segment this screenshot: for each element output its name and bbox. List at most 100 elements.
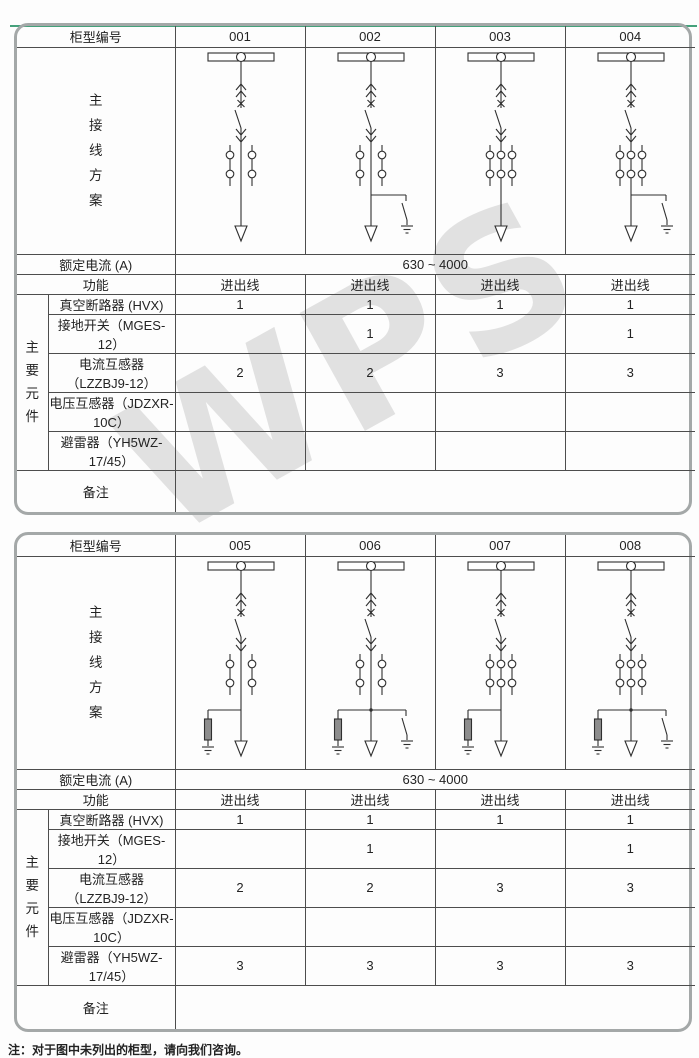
- wiring-diagram-svg: [596, 51, 673, 242]
- component-value: [564, 430, 696, 471]
- cabinet-id: 005: [174, 534, 306, 557]
- function-value: 进出线: [304, 788, 436, 810]
- function-value: 进出线: [434, 788, 566, 810]
- component-value: 3: [564, 945, 696, 986]
- cabinet-spec-table-1: 柜型编号 001 002 003 004 主接线方案额定电流 (A) 630 ~ 4000 功…: [14, 23, 696, 515]
- component-value: 1: [434, 293, 566, 315]
- component-value: 1: [304, 293, 436, 315]
- cabinet-id: 001: [174, 25, 306, 48]
- component-value: 2: [304, 352, 436, 393]
- cabinet-spec-table-2: 柜型编号 005 006 007 008 主接线方案额定电流 (A) 630 ~ 4000 功…: [14, 532, 696, 1032]
- component-value: 3: [564, 867, 696, 908]
- component-value: 1: [304, 828, 436, 869]
- cabinet-id-header: 柜型编号: [16, 534, 176, 557]
- remarks-label: 备注: [16, 984, 176, 1030]
- component-value: 1: [564, 313, 696, 354]
- component-value: 1: [174, 808, 306, 830]
- function-value: 进出线: [174, 273, 306, 295]
- diagram-cell-feeder-with-arrester-and-earthing-switch: [304, 555, 436, 770]
- cabinet-id: 004: [564, 25, 696, 48]
- function-label: 功能: [16, 788, 176, 810]
- remarks-value: [174, 984, 696, 1030]
- function-value: 进出线: [304, 273, 436, 295]
- rated-current-value: 630 ~ 4000: [174, 768, 696, 790]
- function-label: 功能: [16, 273, 176, 295]
- main-scheme-label: 主接线方案: [16, 46, 176, 255]
- remarks-label: 备注: [16, 469, 176, 513]
- component-value: 3: [434, 352, 566, 393]
- wiring-diagram-svg: [591, 560, 673, 757]
- component-value: 3: [174, 945, 306, 986]
- component-value: [434, 828, 566, 869]
- wiring-diagram-svg: [206, 51, 275, 242]
- cabinet-id: 008: [564, 534, 696, 557]
- wiring-diagram-svg: [461, 560, 535, 757]
- component-value: [434, 430, 566, 471]
- diagram-cell-feeder-with-arrester: [174, 555, 306, 770]
- spec-table: 柜型编号 001 002 003 004 主接线方案额定电流 (A) 630 ~ 4000 功…: [16, 25, 696, 513]
- footnote: 注：对于图中未列出的柜型，请向我们咨询。: [8, 1043, 249, 1057]
- function-value: 进出线: [564, 788, 696, 810]
- component-name: 电压互感器（JDZXR-10C）: [47, 906, 176, 947]
- cabinet-id: 002: [304, 25, 436, 48]
- component-value: 1: [564, 293, 696, 315]
- component-name: 接地开关（MGES-12）: [47, 828, 176, 869]
- remarks-value: [174, 469, 696, 513]
- component-value: 3: [434, 945, 566, 986]
- cabinet-id-header: 柜型编号: [16, 25, 176, 48]
- function-value: 进出线: [434, 273, 566, 295]
- component-name: 真空断路器 (HVX): [47, 293, 176, 315]
- rated-current-label: 额定电流 (A): [16, 253, 176, 275]
- diagram-cell-feeder-with-arrester: [434, 555, 566, 770]
- diagram-cell-feeder-with-earthing-switch: [564, 46, 696, 255]
- function-value: 进出线: [174, 788, 306, 810]
- component-value: 1: [434, 808, 566, 830]
- component-value: [174, 313, 306, 354]
- component-value: [434, 906, 566, 947]
- wiring-diagram-svg: [201, 560, 275, 757]
- component-value: 2: [174, 867, 306, 908]
- cabinet-id: 006: [304, 534, 436, 557]
- component-value: [304, 391, 436, 432]
- wiring-diagram-svg: [466, 51, 535, 242]
- component-value: [434, 391, 566, 432]
- cabinet-id: 007: [434, 534, 566, 557]
- component-value: [304, 430, 436, 471]
- component-name: 电压互感器（JDZXR-10C）: [47, 391, 176, 432]
- component-value: 1: [174, 293, 306, 315]
- main-components-label: 主要元件: [16, 293, 49, 471]
- diagram-cell-incoming-outgoing-feeder: [434, 46, 566, 255]
- component-value: 3: [434, 867, 566, 908]
- component-value: 1: [304, 808, 436, 830]
- component-value: [174, 391, 306, 432]
- rated-current-value: 630 ~ 4000: [174, 253, 696, 275]
- component-value: 1: [304, 313, 436, 354]
- component-value: [174, 430, 306, 471]
- component-name: 避雷器（YH5WZ-17/45）: [47, 430, 176, 471]
- component-value: 3: [564, 352, 696, 393]
- component-value: [564, 391, 696, 432]
- component-value: 1: [564, 808, 696, 830]
- wiring-diagram-svg: [336, 51, 413, 242]
- component-value: 2: [304, 867, 436, 908]
- component-name: 避雷器（YH5WZ-17/45）: [47, 945, 176, 986]
- component-value: 1: [564, 828, 696, 869]
- wiring-diagram-svg: [331, 560, 413, 757]
- component-name: 电流互感器（LZZBJ9-12）: [47, 352, 176, 393]
- component-value: [564, 906, 696, 947]
- function-value: 进出线: [564, 273, 696, 295]
- spec-table: 柜型编号 005 006 007 008 主接线方案额定电流 (A) 630 ~ 4000 功…: [16, 534, 696, 1030]
- diagram-cell-feeder-with-earthing-switch: [304, 46, 436, 255]
- component-value: 2: [174, 352, 306, 393]
- component-value: 3: [304, 945, 436, 986]
- diagram-cell-incoming-outgoing-feeder: [174, 46, 306, 255]
- rated-current-label: 额定电流 (A): [16, 768, 176, 790]
- component-value: [174, 828, 306, 869]
- component-name: 接地开关（MGES-12）: [47, 313, 176, 354]
- component-name: 真空断路器 (HVX): [47, 808, 176, 830]
- main-scheme-label: 主接线方案: [16, 555, 176, 770]
- diagram-cell-feeder-with-arrester-and-earthing-switch: [564, 555, 696, 770]
- component-name: 电流互感器（LZZBJ9-12）: [47, 867, 176, 908]
- cabinet-id: 003: [434, 25, 566, 48]
- component-value: [174, 906, 306, 947]
